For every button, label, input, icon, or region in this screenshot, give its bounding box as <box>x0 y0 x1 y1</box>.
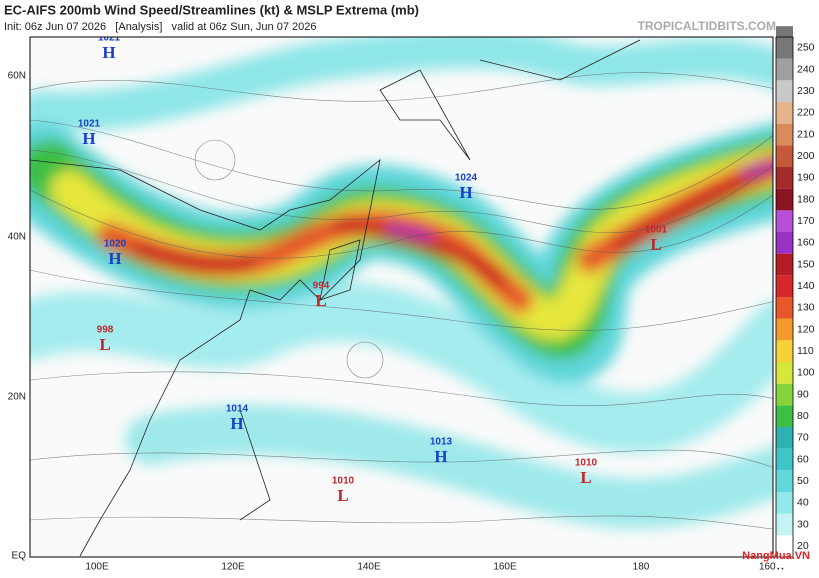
lat-label: EQ <box>12 551 27 562</box>
pressure-value: 1013 <box>430 437 453 448</box>
lon-label: 180 <box>633 562 650 573</box>
colorbar-band <box>776 470 793 492</box>
pressure-value: 1024 <box>455 173 478 184</box>
colorbar-label: 50 <box>797 475 809 487</box>
pressure-value: 1021 <box>78 119 101 130</box>
colorbar-band <box>776 188 793 211</box>
pressure-letter: L <box>337 486 348 505</box>
colorbar-band <box>776 513 793 536</box>
lat-label: 40N <box>8 232 26 243</box>
colorbar-band <box>776 167 793 189</box>
lon-label: 160W <box>759 562 786 573</box>
colorbar-label: 160 <box>797 237 815 249</box>
colorbar-label: 40 <box>797 497 809 509</box>
colorbar: 20 30 40 50 60 70 80 90 100 110 120 130 140 150 160 170… <box>775 26 815 568</box>
colorbar-label: 90 <box>797 388 809 400</box>
lon-label: 140E <box>357 562 381 573</box>
colorbar-band <box>776 297 793 319</box>
pressure-letter: H <box>230 414 243 433</box>
colorbar-label: 150 <box>797 258 815 270</box>
pressure-value: 1001 <box>645 225 668 236</box>
pressure-letter: H <box>102 43 115 62</box>
colorbar-frame <box>775 36 794 558</box>
site: TROPICALTIDBITS.COM <box>638 19 776 33</box>
pressure-letter: L <box>580 468 591 487</box>
colorbar-band <box>776 318 793 341</box>
pressure-value: 1010 <box>332 476 355 487</box>
colorbar-band <box>776 80 793 102</box>
colorbar-label: 180 <box>797 193 815 205</box>
lon-label: 120E <box>221 562 245 573</box>
pressure-letter: H <box>459 183 472 202</box>
colorbar-band <box>776 362 793 384</box>
pressure-letter: H <box>82 129 95 148</box>
colorbar-band <box>776 123 793 146</box>
colorbar-label: 240 <box>797 63 815 75</box>
colorbar-label: 70 <box>797 432 809 444</box>
colorbar-label: 230 <box>797 85 815 97</box>
pressure-value: 1010 <box>575 458 598 469</box>
colorbar-label: 20 <box>797 540 809 552</box>
streamlines <box>30 72 773 530</box>
colorbar-label: 30 <box>797 518 809 530</box>
pressure-letter: H <box>108 249 121 268</box>
pressure-value: 994 <box>313 281 330 292</box>
colorbar-label: 170 <box>797 215 815 227</box>
colorbar-band <box>776 492 793 514</box>
lon-label: 160E <box>493 562 517 573</box>
lat-label: 60N <box>8 71 26 82</box>
pressure-value: 1020 <box>104 239 127 250</box>
colorbar-band <box>776 275 793 297</box>
pressure-letter: L <box>99 335 110 354</box>
pressure-value: 1021 <box>98 33 121 44</box>
colorbar-label: 210 <box>797 128 815 140</box>
pressure-value: 998 <box>97 325 114 336</box>
colorbar-band <box>776 26 793 59</box>
colorbar-band <box>776 340 793 362</box>
colorbar-label: 250 <box>797 42 815 54</box>
colorbar-band <box>776 448 793 471</box>
colorbar-band <box>776 232 793 254</box>
colorbar-label: 60 <box>797 453 809 465</box>
colorbar-band <box>776 102 793 124</box>
coastlines <box>30 39 641 557</box>
colorbar-label: 140 <box>797 280 815 292</box>
colorbar-band <box>776 383 793 406</box>
colorbar-label: 220 <box>797 107 815 119</box>
pressure-letter: H <box>434 447 447 466</box>
colorbar-band <box>776 405 793 427</box>
colorbar-band <box>776 210 793 232</box>
lat-label: 20N <box>8 392 26 403</box>
watermark: NangMua.VN <box>742 550 810 562</box>
colorbar-band <box>776 253 793 276</box>
pressure-letter: L <box>650 235 661 254</box>
colorbar-label: 190 <box>797 172 815 184</box>
colorbar-label: 100 <box>797 367 815 379</box>
axis-labels: 60N 40N 20N EQ 100E 120E 140E 160E 180 160W <box>8 71 786 573</box>
colorbar-label: 120 <box>797 323 815 335</box>
colorbar-band <box>776 145 793 167</box>
colorbar-label: 200 <box>797 150 815 162</box>
colorbar-band <box>776 535 793 568</box>
pressure-letter: L <box>315 291 326 310</box>
colorbar-band <box>776 58 793 81</box>
pressure-value: 1014 <box>226 404 249 415</box>
title: EC-AIFS 200mb Wind Speed/Streamlines (kt… <box>4 2 419 17</box>
map-frame <box>29 36 774 558</box>
colorbar-band <box>776 427 793 449</box>
wind-field <box>30 37 773 529</box>
pressure-systems: 1021H1021H1020H998L994L1024H1001L1014H10… <box>78 33 668 505</box>
colorbar-label: 130 <box>797 302 815 314</box>
lon-label: 100E <box>85 562 109 573</box>
map: 1021H1021H1020H998L994L1024H1001L1014H10… <box>30 33 773 557</box>
colorbar-label: 110 <box>797 345 814 357</box>
init-line: Init: 06z Jun 07 2026 [Analysis] valid a… <box>4 21 316 33</box>
colorbar-label: 80 <box>797 410 809 422</box>
